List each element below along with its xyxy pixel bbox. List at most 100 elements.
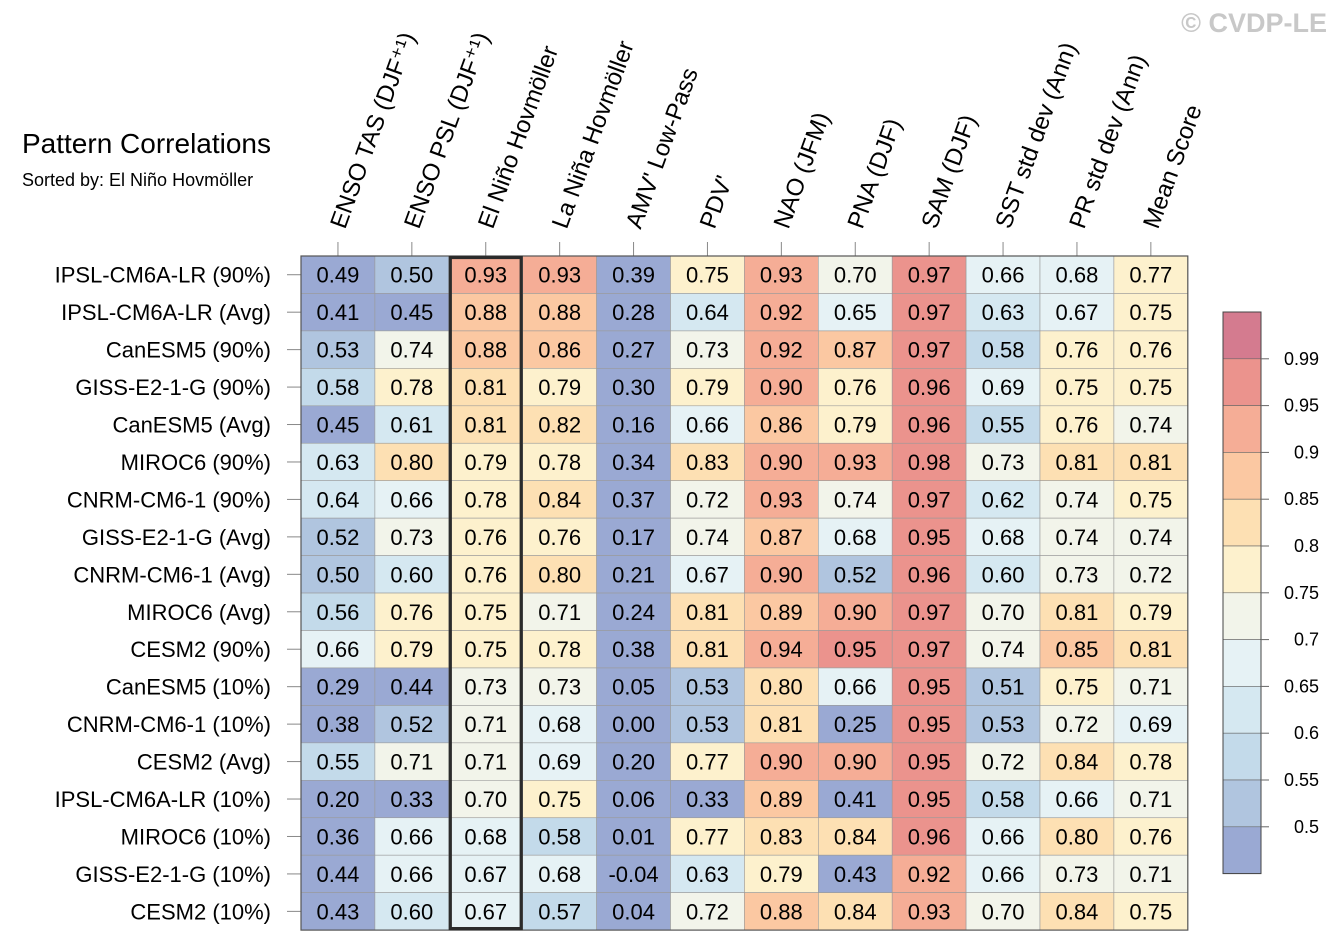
heatmap-cell bbox=[744, 892, 819, 931]
cell-value: 0.84 bbox=[538, 487, 581, 512]
heatmap-cell bbox=[300, 779, 376, 819]
heatmap-cell bbox=[448, 255, 523, 294]
heatmap-cell bbox=[1039, 555, 1115, 594]
heatmap-cell bbox=[300, 892, 376, 931]
heatmap-cell bbox=[522, 405, 597, 444]
cell-value: 0.86 bbox=[538, 338, 581, 363]
cell-value: 0.97 bbox=[908, 487, 951, 512]
cell-value: 0.68 bbox=[982, 525, 1025, 550]
cell-value: 0.05 bbox=[612, 675, 655, 700]
cell-value: 0.75 bbox=[1129, 487, 1172, 512]
heatmap-cell bbox=[522, 892, 597, 931]
heatmap-cell bbox=[744, 555, 819, 594]
heatmap-cell bbox=[374, 517, 450, 556]
heatmap-cell bbox=[965, 405, 1041, 444]
cell-value: 0.85 bbox=[1056, 637, 1099, 662]
heatmap-cell bbox=[374, 480, 450, 519]
cell-value: 0.78 bbox=[1129, 750, 1172, 775]
cell-value: 0.95 bbox=[834, 637, 877, 662]
cell-value: 0.33 bbox=[686, 787, 729, 812]
colorbar-segment bbox=[1222, 826, 1262, 874]
cell-value: 0.68 bbox=[538, 712, 581, 737]
cell-value: 0.36 bbox=[317, 824, 360, 849]
heatmap-cell bbox=[891, 517, 967, 556]
cell-value: 0.96 bbox=[908, 562, 951, 587]
cell-value: 0.50 bbox=[390, 263, 433, 288]
column-label: PR std dev (Ann) bbox=[1064, 51, 1152, 232]
colorbar-tick-label: 0.6 bbox=[1294, 723, 1319, 743]
cell-value: 0.58 bbox=[317, 375, 360, 400]
heatmap-cell bbox=[448, 667, 523, 706]
cell-value: 0.64 bbox=[686, 300, 729, 325]
cell-value: 0.68 bbox=[538, 862, 581, 887]
heatmap-cell bbox=[448, 630, 523, 669]
cell-value: 0.74 bbox=[686, 525, 729, 550]
column-label: PNA (DJF) bbox=[843, 115, 908, 232]
heatmap-cell bbox=[1113, 892, 1189, 931]
colorbar-segment bbox=[1222, 732, 1262, 781]
heatmap-cell bbox=[1039, 517, 1115, 556]
heatmap-cell bbox=[1039, 592, 1115, 631]
heatmap-cell bbox=[596, 892, 671, 931]
cell-value: 0.66 bbox=[390, 824, 433, 849]
cell-value: 0.21 bbox=[612, 562, 655, 587]
cell-value: 0.73 bbox=[982, 450, 1025, 475]
row-label: GISS-E2-1-G (90%) bbox=[75, 375, 271, 400]
heatmap-cell bbox=[596, 442, 671, 482]
cell-value: 0.76 bbox=[464, 562, 507, 587]
heatmap-cell bbox=[891, 854, 967, 893]
cell-value: 0.92 bbox=[760, 338, 803, 363]
cell-value: 0.16 bbox=[612, 413, 655, 438]
cell-value: 0.72 bbox=[982, 750, 1025, 775]
cell-value: 0.86 bbox=[760, 413, 803, 438]
cell-value: 0.58 bbox=[982, 338, 1025, 363]
heatmap-cell bbox=[448, 293, 523, 332]
row-label: IPSL-CM6A-LR (10%) bbox=[55, 787, 271, 812]
cell-value: 0.79 bbox=[686, 375, 729, 400]
heatmap-cell bbox=[374, 667, 450, 706]
heatmap-cell bbox=[891, 742, 967, 781]
heatmap-cell bbox=[891, 368, 967, 407]
heatmap-cell bbox=[965, 480, 1041, 519]
heatmap-cell bbox=[1113, 817, 1189, 856]
row-label: CanESM5 (90%) bbox=[106, 338, 271, 363]
cell-value: 0.38 bbox=[317, 712, 360, 737]
heatmap-cell bbox=[670, 705, 745, 744]
cell-value: 0.76 bbox=[1129, 338, 1172, 363]
row-label: MIROC6 (90%) bbox=[121, 450, 271, 475]
column-label: NAO (JFM) bbox=[769, 109, 836, 232]
heatmap-cell bbox=[744, 705, 819, 744]
heatmap-cell bbox=[817, 892, 893, 931]
cell-value: 0.97 bbox=[908, 600, 951, 625]
cell-value: 0.72 bbox=[686, 487, 729, 512]
cell-value: 0.95 bbox=[908, 750, 951, 775]
heatmap-cell bbox=[891, 630, 967, 669]
heatmap-cell bbox=[891, 705, 967, 744]
cell-value: 0.69 bbox=[982, 375, 1025, 400]
heatmap-cell bbox=[300, 405, 376, 444]
cell-value: 0.66 bbox=[982, 263, 1025, 288]
cell-value: 0.80 bbox=[1056, 824, 1099, 849]
cell-value: 0.74 bbox=[1056, 525, 1099, 550]
cell-value: 0.44 bbox=[317, 862, 360, 887]
cell-value: 0.67 bbox=[686, 562, 729, 587]
cell-value: 0.93 bbox=[760, 263, 803, 288]
cell-value: 0.67 bbox=[464, 899, 507, 924]
heatmap-cell bbox=[744, 255, 819, 294]
heatmap-cell bbox=[744, 517, 819, 556]
cell-value: 0.28 bbox=[612, 300, 655, 325]
cell-value: 0.90 bbox=[760, 450, 803, 475]
heatmap-cell bbox=[374, 892, 450, 931]
column-label: El Niño Hovmöller bbox=[473, 42, 564, 232]
cell-value: 0.55 bbox=[982, 413, 1025, 438]
cell-value: 0.96 bbox=[908, 413, 951, 438]
heatmap-cell bbox=[300, 705, 376, 744]
cell-value: 0.80 bbox=[390, 450, 433, 475]
cell-value: 0.53 bbox=[982, 712, 1025, 737]
heatmap-cell bbox=[374, 368, 450, 407]
cell-value: 0.88 bbox=[464, 300, 507, 325]
heatmap-cell bbox=[522, 555, 597, 594]
heatmap-cell bbox=[300, 517, 376, 556]
cell-value: 0.60 bbox=[982, 562, 1025, 587]
cell-value: 0.75 bbox=[464, 637, 507, 662]
